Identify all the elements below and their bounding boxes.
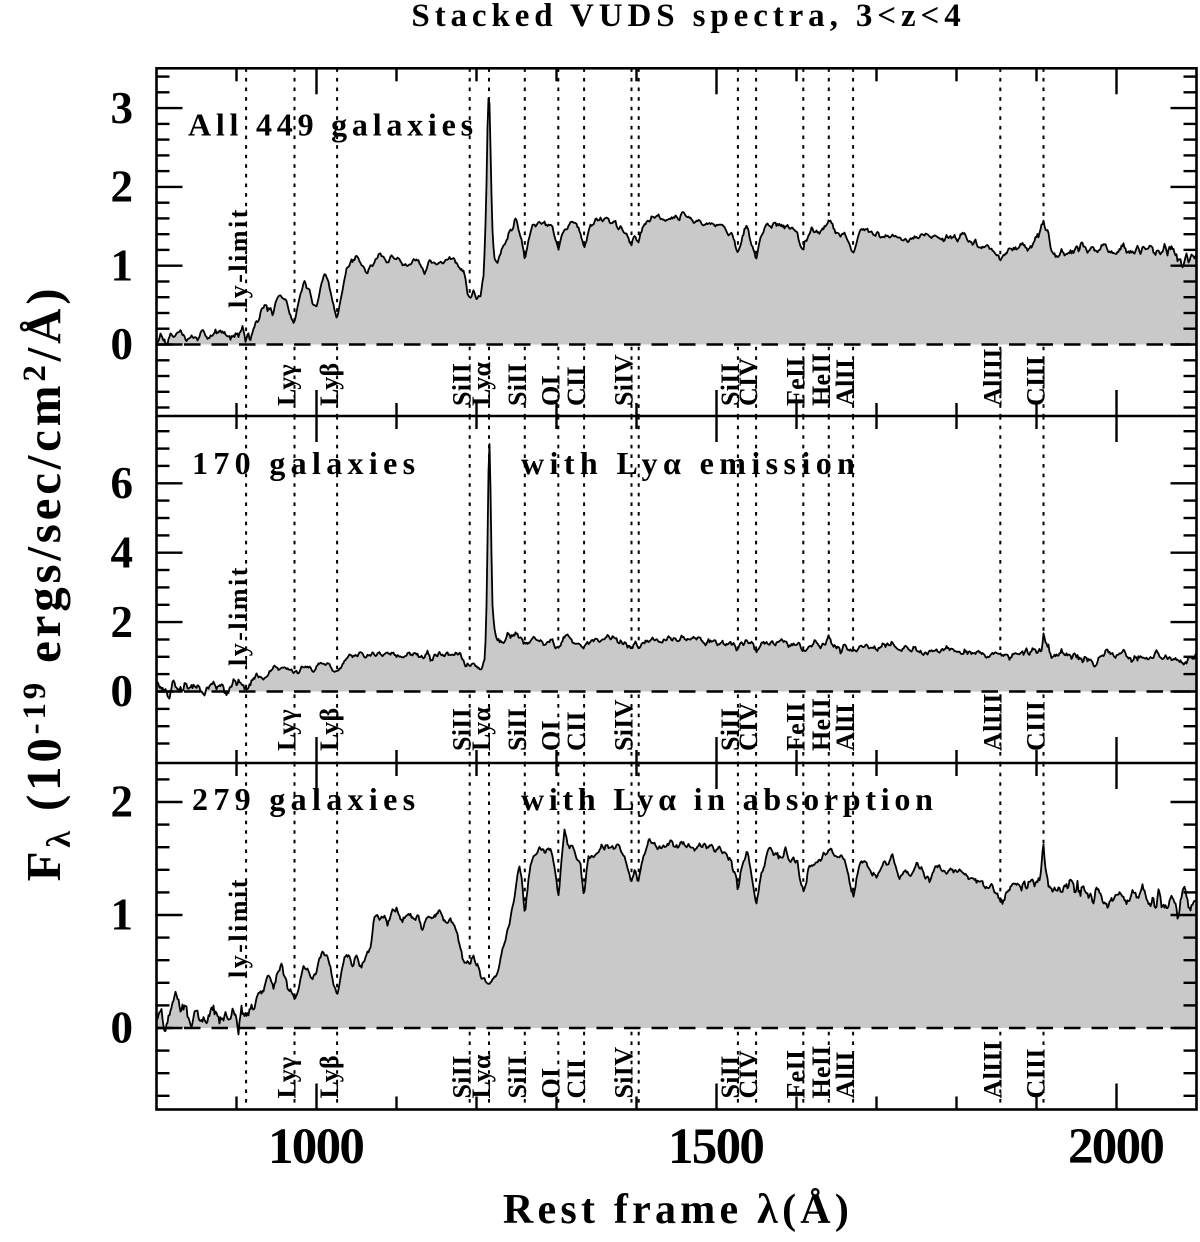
svg-text:SiII: SiII [716, 363, 745, 406]
svg-text:SiII: SiII [448, 363, 477, 406]
svg-text:OI: OI [536, 720, 565, 751]
svg-text:FeII: FeII [781, 1050, 810, 1099]
svg-text:CIII: CIII [1022, 1048, 1051, 1098]
svg-text:CIII: CIII [1022, 701, 1051, 751]
svg-text:2: 2 [111, 162, 134, 212]
svg-text:Lyγ: Lyγ [273, 709, 302, 751]
svg-text:CIII: CIII [1022, 356, 1051, 406]
svg-text:170 galaxies: 170 galaxies [192, 445, 420, 481]
svg-text:2: 2 [111, 777, 134, 827]
svg-text:HeII: HeII [807, 1045, 836, 1098]
svg-text:Rest frame λ(Å): Rest frame λ(Å) [503, 1187, 853, 1233]
svg-text:CIV: CIV [734, 357, 763, 406]
svg-text:AlII: AlII [831, 359, 860, 406]
svg-text:SiIV: SiIV [610, 354, 639, 406]
svg-text:SiII: SiII [716, 708, 745, 751]
svg-text:CIV: CIV [734, 1050, 763, 1099]
svg-text:SiII: SiII [448, 1055, 477, 1098]
svg-text:1500: 1500 [668, 1119, 763, 1175]
svg-text:SiII: SiII [448, 708, 477, 751]
svg-text:CIV: CIV [734, 702, 763, 751]
svg-text:OI: OI [536, 375, 565, 406]
svg-text:ly-limit: ly-limit [224, 877, 253, 978]
svg-text:SiII: SiII [503, 1055, 532, 1098]
svg-text:0: 0 [111, 666, 134, 716]
svg-text:HeII: HeII [807, 353, 836, 406]
svg-text:Lyα: Lyα [467, 706, 496, 751]
svg-text:ly-limit: ly-limit [224, 565, 253, 666]
svg-text:CII: CII [562, 711, 591, 751]
svg-text:0: 0 [111, 1003, 134, 1053]
svg-text:Lyα: Lyα [467, 1054, 496, 1099]
svg-text:AlIII: AlIII [978, 1041, 1007, 1099]
svg-text:CII: CII [562, 366, 591, 406]
svg-text:SiII: SiII [503, 363, 532, 406]
svg-text:279 galaxies: 279 galaxies [192, 781, 420, 817]
svg-text:Fλ (10-19 ergs/sec/cm2/Å): Fλ (10-19 ergs/sec/cm2/Å) [16, 285, 78, 882]
svg-text:Lyγ: Lyγ [273, 364, 302, 406]
svg-text:SiIV: SiIV [610, 699, 639, 751]
svg-text:AlII: AlII [831, 1051, 860, 1098]
svg-text:Lyγ: Lyγ [273, 1057, 302, 1099]
svg-text:FeII: FeII [781, 702, 810, 751]
svg-text:2: 2 [111, 597, 134, 647]
svg-text:Lyβ: Lyβ [315, 707, 344, 751]
svg-text:AlIII: AlIII [978, 693, 1007, 751]
svg-text:with Lyα in absorption: with Lyα in absorption [521, 781, 938, 817]
svg-text:1: 1 [111, 890, 134, 940]
svg-text:2000: 2000 [1068, 1119, 1163, 1175]
svg-text:4: 4 [111, 527, 134, 577]
svg-text:1: 1 [111, 240, 134, 290]
svg-text:0: 0 [111, 319, 134, 369]
svg-text:HeII: HeII [807, 698, 836, 751]
svg-text:SiIV: SiIV [610, 1047, 639, 1099]
svg-text:6: 6 [111, 458, 134, 508]
svg-text:AlIII: AlIII [978, 348, 1007, 406]
svg-text:with Lyα emission: with Lyα emission [521, 445, 860, 481]
svg-text:CII: CII [562, 1059, 591, 1099]
svg-text:SiII: SiII [716, 1055, 745, 1098]
svg-text:OI: OI [536, 1068, 565, 1099]
svg-text:Lyβ: Lyβ [315, 1055, 344, 1099]
svg-text:3: 3 [111, 83, 134, 133]
svg-text:ly-limit: ly-limit [224, 207, 253, 308]
svg-text:Stacked VUDS spectra, 3<z<4: Stacked VUDS spectra, 3<z<4 [411, 0, 965, 34]
svg-text:1000: 1000 [268, 1119, 363, 1175]
svg-text:AlII: AlII [831, 704, 860, 751]
svg-text:All 449 galaxies: All 449 galaxies [188, 107, 478, 143]
svg-text:FeII: FeII [781, 357, 810, 406]
svg-text:Lyα: Lyα [467, 361, 496, 406]
svg-text:Lyβ: Lyβ [315, 362, 344, 406]
svg-text:SiII: SiII [503, 708, 532, 751]
